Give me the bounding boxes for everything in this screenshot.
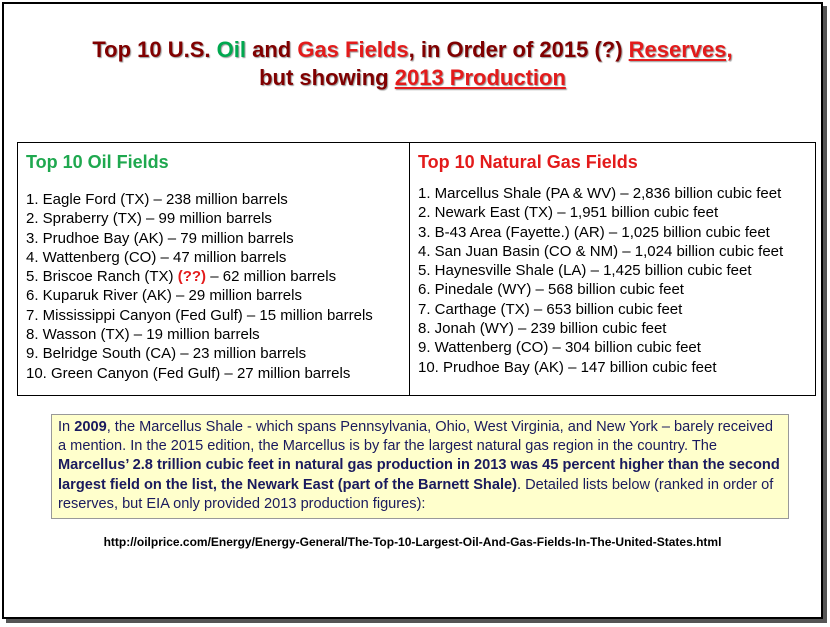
note-text: In [58,419,75,435]
oil-fields-list: 1. Eagle Ford (TX) – 238 million barrels… [26,190,409,383]
title-text: but showing [259,65,395,90]
title-reserves-word: Reserves, [628,37,733,62]
list-item: 2. Spraberry (TX) – 99 million barrels [26,210,272,228]
title-line-1: Top 10 U.S. Oil and Gas Fields, in Order… [4,36,821,64]
note-text: . Detailed lists below (ranked in order … [58,476,774,512]
oil-fields-heading: Top 10 Oil Fields [26,152,169,172]
title-text: and [245,37,298,62]
title-line-2: but showing 2013 Production [4,64,821,92]
list-item: 7. Mississippi Canyon (Fed Gulf) – 15 mi… [26,306,373,324]
list-item: 3. B-43 Area (Fayette.) (AR) – 1,025 bil… [418,223,770,241]
slide-title: Top 10 U.S. Oil and Gas Fields, in Order… [4,36,821,92]
list-item-text: 5. Briscoe Ranch (TX) [26,268,178,286]
list-item: 6. Pinedale (WY) – 568 billion cubic fee… [418,281,684,299]
list-item: 9. Wattenberg (CO) – 304 billion cubic f… [418,339,701,357]
list-item: 1. Marcellus Shale (PA & WV) – 2,836 bil… [418,185,782,202]
list-item: 2. Newark East (TX) – 1,951 billion cubi… [418,204,719,222]
slide: Top 10 U.S. Oil and Gas Fields, in Order… [2,2,823,619]
marcellus-note-box: In 2009, the Marcellus Shale - which spa… [51,414,789,520]
list-item: 8. Wasson (TX) – 19 million barrels [26,326,260,344]
list-item: 1. Eagle Ford (TX) – 238 million barrels [26,191,288,208]
list-item: 7. Carthage (TX) – 653 billion cubic fee… [418,300,683,318]
question-mark-flag: (??) [177,268,207,286]
list-item: 8. Jonah (WY) – 239 billion cubic feet [418,320,667,338]
list-item: 5. Haynesville Shale (LA) – 1,425 billio… [418,262,752,280]
list-item: 6. Kuparuk River (AK) – 29 million barre… [26,287,302,305]
note-text: , the Marcellus Shale - which spans Penn… [58,419,773,455]
gas-fields-list: 1. Marcellus Shale (PA & WV) – 2,836 bil… [418,184,815,377]
title-gas-word: Gas Fields [297,37,409,62]
title-text: , in Order of 2015 (?) [408,37,629,62]
oil-fields-column: Top 10 Oil Fields 1. Eagle Ford (TX) – 2… [18,143,410,395]
list-item: 4. San Juan Basin (CO & NM) – 1,024 bill… [418,242,784,260]
list-item: 9. Belridge South (CA) – 23 million barr… [26,345,307,363]
list-item: 4. Wattenberg (CO) – 47 million barrels [26,248,287,266]
list-item: 5. Briscoe Ranch (TX) (??) – 62 million … [26,267,409,286]
note-year: 2009 [74,419,107,435]
fields-table: Top 10 Oil Fields 1. Eagle Ford (TX) – 2… [17,142,816,396]
list-item: 3. Prudhoe Bay (AK) – 79 million barrels [26,229,294,247]
title-oil-word: Oil [216,37,246,62]
gas-fields-column: Top 10 Natural Gas Fields 1. Marcellus S… [410,143,815,395]
list-item: 10. Prudhoe Bay (AK) – 147 billion cubic… [418,358,717,376]
list-item: 10. Green Canyon (Fed Gulf) – 27 million… [26,364,351,382]
source-url: http://oilprice.com/Energy/Energy-Genera… [103,535,722,549]
list-item-text: – 62 million barrels [206,268,337,286]
title-production-word: 2013 Production [394,65,566,90]
title-text: Top 10 U.S. [92,37,217,62]
note-highlight: Marcellus’ 2.8 trillion cubic feet in na… [58,457,780,493]
gas-fields-heading: Top 10 Natural Gas Fields [418,152,638,172]
